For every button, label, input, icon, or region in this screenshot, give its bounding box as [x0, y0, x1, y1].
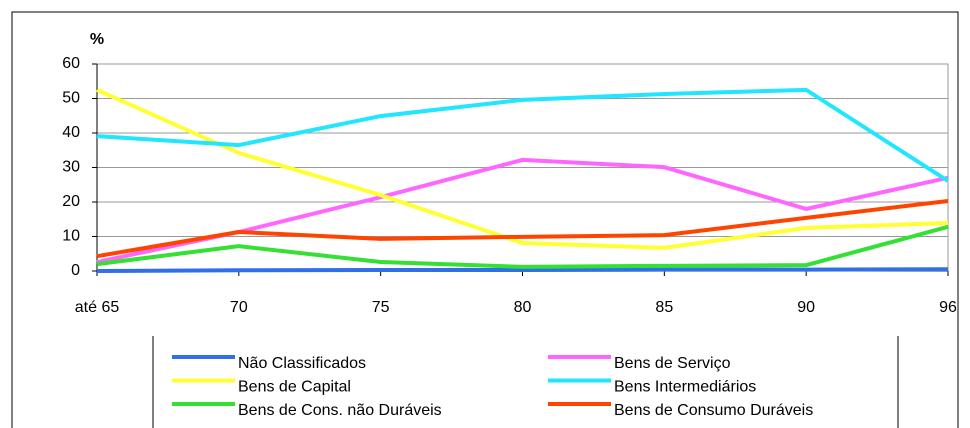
series-line	[96, 224, 949, 269]
x-tick-label: 80	[514, 299, 532, 316]
y-axis-label: %	[90, 31, 104, 48]
y-tick-label: 40	[62, 124, 80, 141]
y-tick-label: 20	[62, 193, 80, 210]
legend-label: Bens de Cons. não Duráveis	[238, 402, 442, 419]
x-tick-label: 90	[797, 299, 815, 316]
y-tick-label: 50	[62, 90, 80, 107]
y-tick-label: 30	[62, 159, 80, 176]
legend-label: Bens de Serviço	[614, 355, 731, 372]
y-tick-label: 0	[71, 262, 80, 279]
x-tick-label: 70	[230, 299, 248, 316]
series-line	[96, 87, 950, 183]
legend-label: Bens de Capital	[238, 379, 351, 396]
legend-label: Não Classificados	[238, 355, 366, 372]
x-tick-label: 85	[655, 299, 673, 316]
x-tick-label: 96	[939, 299, 957, 316]
series-line	[96, 198, 949, 259]
legend-border	[152, 336, 899, 428]
legend-label: Bens de Consumo Duráveis	[614, 402, 813, 419]
x-tick-label: 75	[372, 299, 390, 316]
y-tick-label: 60	[62, 55, 80, 72]
series-line	[96, 88, 949, 250]
x-tick-label: até 65	[75, 299, 120, 316]
legend-label: Bens Intermediários	[614, 379, 756, 396]
chart-border	[11, 11, 959, 428]
y-tick-label: 10	[62, 228, 80, 245]
series-line	[96, 267, 949, 273]
